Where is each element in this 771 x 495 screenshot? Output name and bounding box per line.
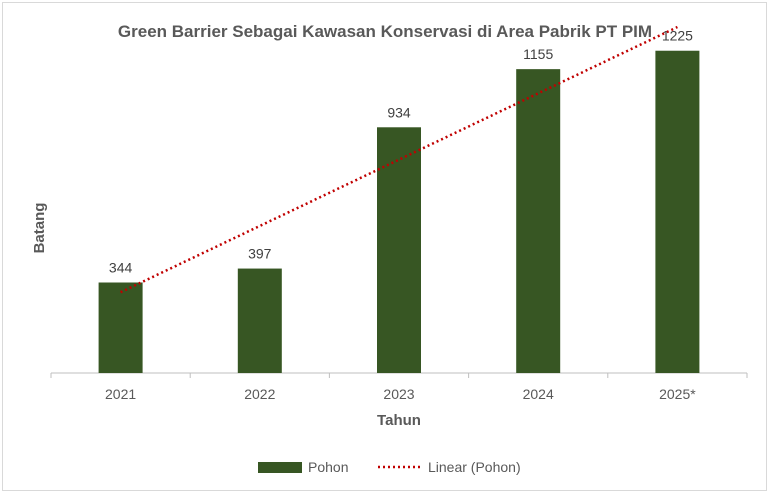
bar-2022 (237, 268, 282, 373)
x-ticks-group: 2021 2022 2023 2024 2025* (50, 373, 748, 402)
data-label-2023: 934 (387, 104, 411, 120)
x-axis-title: Tahun (377, 412, 421, 429)
legend-label-pohon: Pohon (308, 459, 348, 475)
legend: Pohon Linear (Pohon) (258, 459, 521, 475)
y-axis-title: Batang (31, 203, 48, 254)
chart-title: Green Barrier Sebagai Kawasan Konservasi… (118, 22, 652, 41)
data-label-2021: 344 (109, 260, 133, 276)
x-tick-label: 2022 (244, 386, 275, 402)
data-label-2022: 397 (248, 246, 272, 262)
data-labels-group: 344 397 934 1155 1225 (109, 28, 693, 276)
data-label-2025: 1225 (662, 28, 693, 44)
bar-2021 (98, 282, 143, 373)
x-tick-label: 2023 (383, 386, 414, 402)
bar-2023 (377, 127, 421, 373)
bar-2025 (655, 50, 700, 373)
x-tick-label: 2025* (659, 386, 696, 402)
legend-swatch-pohon (258, 462, 302, 473)
bar-2024 (516, 69, 561, 374)
legend-label-trendline: Linear (Pohon) (428, 459, 521, 475)
x-tick-label: 2021 (105, 386, 136, 402)
bars-group (98, 50, 700, 374)
x-tick-label: 2024 (523, 386, 554, 402)
data-label-2024: 1155 (523, 46, 553, 62)
